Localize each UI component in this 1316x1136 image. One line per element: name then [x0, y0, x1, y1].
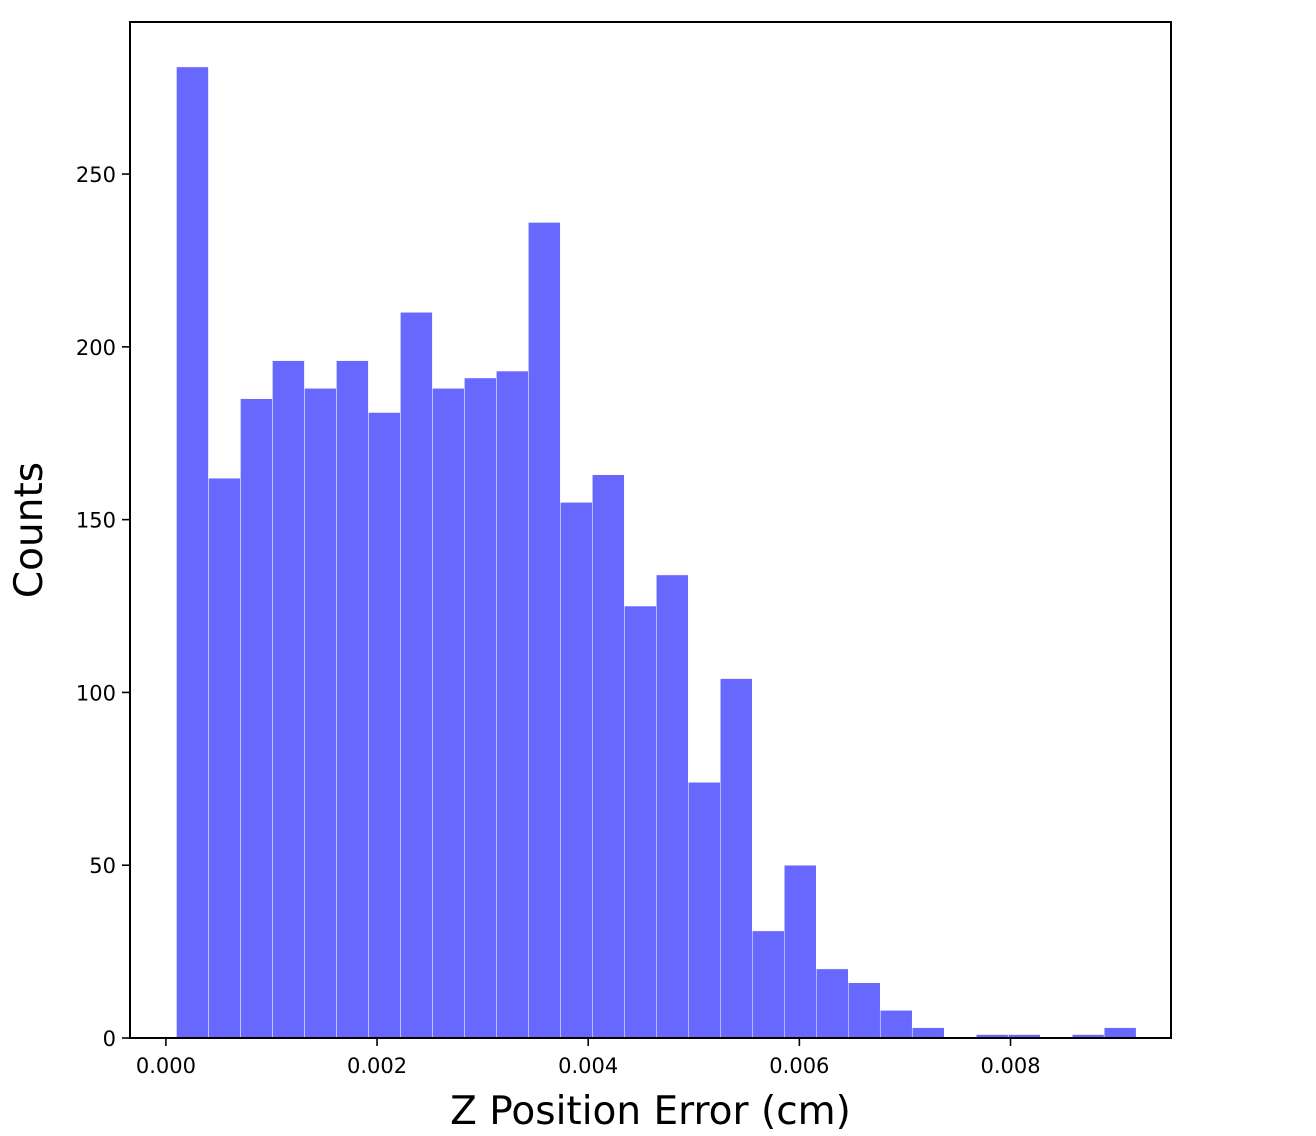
histogram-bar — [752, 930, 785, 1039]
x-tick-label: 0.004 — [558, 1054, 618, 1078]
x-axis: 0.000 0.002 0.004 0.006 0.008 — [136, 1038, 1041, 1078]
histogram-bar — [720, 678, 753, 1039]
histogram-bar — [688, 782, 721, 1039]
histogram-bar — [847, 982, 881, 1039]
histogram-bar — [816, 968, 849, 1039]
histogram-bar — [784, 864, 817, 1039]
histogram-bar — [560, 502, 593, 1039]
histogram-bar — [432, 388, 465, 1039]
plot-area-frame — [129, 21, 1172, 1039]
histogram-bar — [528, 222, 561, 1039]
y-tick-label: 250 — [76, 163, 116, 187]
histogram-bar — [240, 398, 273, 1039]
histogram-bar — [592, 474, 625, 1039]
histogram-bar — [336, 360, 369, 1039]
histogram-bar — [464, 377, 497, 1039]
x-tick-label: 0.008 — [980, 1054, 1040, 1078]
histogram-bar — [272, 360, 305, 1039]
histogram-bar — [400, 312, 433, 1039]
histogram-bar — [304, 388, 337, 1039]
histogram-bar — [208, 477, 241, 1039]
histogram-bar — [368, 412, 401, 1039]
x-axis-label: Z Position Error (cm) — [450, 1089, 851, 1134]
histogram-bar — [496, 370, 529, 1039]
y-tick-label: 100 — [76, 681, 116, 705]
x-tick-label: 0.006 — [769, 1054, 829, 1078]
y-tick-label: 200 — [76, 336, 116, 360]
histogram-bar — [656, 574, 689, 1039]
y-axis-label: Counts — [7, 462, 52, 598]
histogram-bar — [1103, 1027, 1137, 1039]
histogram-bars — [176, 66, 1137, 1039]
histogram-bar — [624, 605, 657, 1039]
histogram-bar — [879, 1010, 913, 1039]
y-axis: 0 50 100 150 200 250 — [76, 163, 130, 1051]
histogram-bar — [911, 1027, 945, 1039]
histogram-bar — [176, 66, 209, 1039]
x-tick-label: 0.000 — [136, 1054, 196, 1078]
x-tick-label: 0.002 — [347, 1054, 407, 1078]
y-tick-label: 50 — [89, 854, 116, 878]
y-tick-label: 150 — [76, 509, 116, 533]
y-tick-label: 0 — [103, 1027, 116, 1051]
